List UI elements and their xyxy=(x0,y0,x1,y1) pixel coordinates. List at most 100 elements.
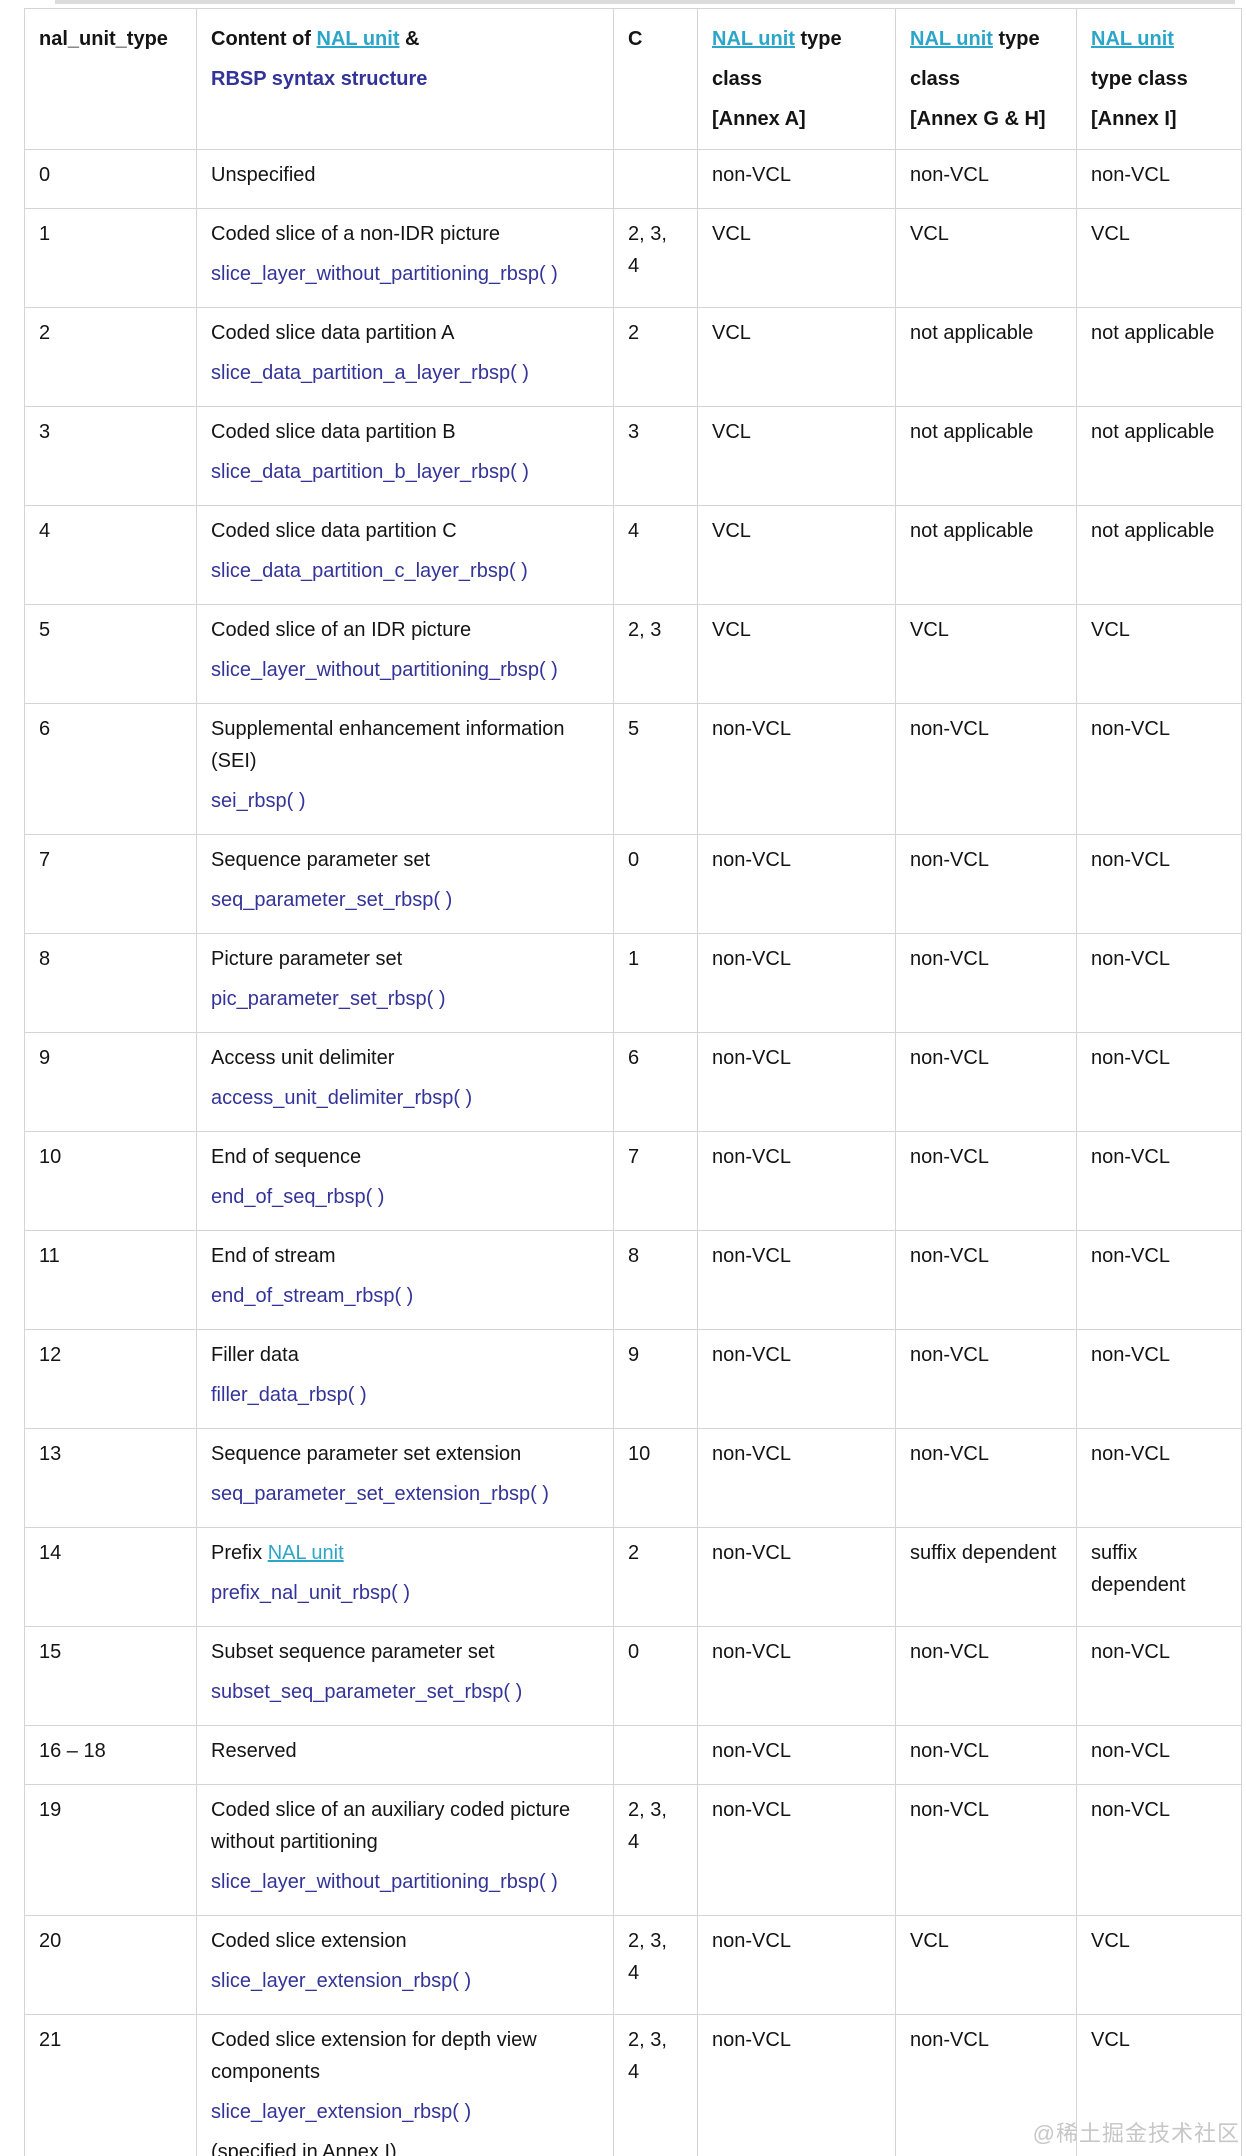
table-row: 13 Sequence parameter set extension seq_… xyxy=(24,1428,1242,1528)
nal-unit-type-value: 12 xyxy=(24,1329,197,1429)
c-value: 10 xyxy=(613,1428,698,1528)
annex-a-class: VCL xyxy=(697,208,896,308)
content-cell: Reserved xyxy=(196,1725,614,1785)
rbsp-syntax: seq_parameter_set_rbsp( ) xyxy=(211,889,453,911)
annex-i-class: non-VCL xyxy=(1076,1032,1242,1132)
header-annex-gh: NAL unit type class [Annex G & H] xyxy=(895,8,1077,150)
annex-i-class: non-VCL xyxy=(1076,834,1242,934)
header-content-post: & xyxy=(399,28,420,50)
content-cell: Coded slice extension slice_layer_extens… xyxy=(196,1915,614,2015)
annex-a-class: non-VCL xyxy=(697,703,896,835)
header-annex-a-line3: [Annex A] xyxy=(712,108,806,130)
nal-unit-type-value: 13 xyxy=(24,1428,197,1528)
annex-a-class: VCL xyxy=(697,505,896,605)
table-row: 21 Coded slice extension for depth view … xyxy=(24,2014,1242,2156)
rbsp-syntax: access_unit_delimiter_rbsp( ) xyxy=(211,1087,473,1109)
nal-unit-type-value: 11 xyxy=(24,1230,197,1330)
nal-unit-type-value: 20 xyxy=(24,1915,197,2015)
annex-i-class: non-VCL xyxy=(1076,703,1242,835)
nal-unit-type-value: 6 xyxy=(24,703,197,835)
content-title: Coded slice extension for depth view com… xyxy=(211,2029,537,2083)
content-cell: Coded slice data partition C slice_data_… xyxy=(196,505,614,605)
nal-unit-link[interactable]: NAL unit xyxy=(267,1542,344,1564)
nal-unit-type-value: 14 xyxy=(24,1527,197,1627)
annex-a-class: non-VCL xyxy=(697,2014,896,2156)
c-value: 2 xyxy=(613,307,698,407)
content-title: Coded slice of an IDR picture xyxy=(211,619,472,641)
c-value: 0 xyxy=(613,1626,698,1726)
nal-unit-link[interactable]: NAL unit xyxy=(1091,28,1174,50)
header-annex-a-line2: class xyxy=(712,68,763,90)
annex-i-class: not applicable xyxy=(1076,505,1242,605)
annex-gh-class: VCL xyxy=(895,208,1077,308)
table-row: 9 Access unit delimiter access_unit_deli… xyxy=(24,1032,1242,1132)
annex-gh-class: non-VCL xyxy=(895,149,1077,209)
table-row: 5 Coded slice of an IDR picture slice_la… xyxy=(24,604,1242,704)
header-content-pre: Content of xyxy=(211,28,317,50)
nal-unit-type-value: 8 xyxy=(24,933,197,1033)
annex-i-class: non-VCL xyxy=(1076,1329,1242,1429)
annex-i-class: non-VCL xyxy=(1076,933,1242,1033)
nal-unit-type-table: nal_unit_type Content of NAL unit & RBSP… xyxy=(24,8,1242,2156)
nal-unit-link[interactable]: NAL unit xyxy=(316,28,400,50)
annex-a-class: non-VCL xyxy=(697,1230,896,1330)
nal-unit-link[interactable]: NAL unit xyxy=(910,28,993,50)
annex-i-class: not applicable xyxy=(1076,307,1242,407)
table-row: 14 Prefix NAL unit prefix_nal_unit_rbsp(… xyxy=(24,1527,1242,1627)
content-title: Reserved xyxy=(211,1740,297,1762)
annex-gh-class: non-VCL xyxy=(895,1131,1077,1231)
content-cell: End of stream end_of_stream_rbsp( ) xyxy=(196,1230,614,1330)
cropped-content-strip xyxy=(55,0,1235,4)
header-annex-i: NAL unit type class [Annex I] xyxy=(1076,8,1242,150)
annex-a-class: non-VCL xyxy=(697,1527,896,1627)
annex-i-class: non-VCL xyxy=(1076,1230,1242,1330)
annex-a-class: non-VCL xyxy=(697,933,896,1033)
table-row: 19 Coded slice of an auxiliary coded pic… xyxy=(24,1784,1242,1916)
content-cell: Coded slice of an auxiliary coded pictur… xyxy=(196,1784,614,1916)
content-title: End of sequence xyxy=(211,1146,362,1168)
nal-unit-type-value: 16 – 18 xyxy=(24,1725,197,1785)
site-watermark: @稀土掘金技术社区 xyxy=(1032,2121,1240,2146)
header-c: C xyxy=(613,8,698,150)
rbsp-syntax: prefix_nal_unit_rbsp( ) xyxy=(211,1582,410,1604)
annex-gh-class: VCL xyxy=(895,604,1077,704)
c-value: 2, 3 xyxy=(613,604,698,704)
rbsp-syntax: filler_data_rbsp( ) xyxy=(211,1384,367,1406)
header-rbsp-syntax-structure: RBSP syntax structure xyxy=(211,68,428,90)
annex-a-class: non-VCL xyxy=(697,1626,896,1726)
rbsp-syntax: end_of_stream_rbsp( ) xyxy=(211,1285,414,1307)
annex-a-class: non-VCL xyxy=(697,1329,896,1429)
content-title: Sequence parameter set extension xyxy=(211,1443,522,1465)
annex-i-class: non-VCL xyxy=(1076,1784,1242,1916)
header-row: nal_unit_type Content of NAL unit & RBSP… xyxy=(24,8,1242,150)
rbsp-syntax: slice_data_partition_a_layer_rbsp( ) xyxy=(211,362,529,384)
content-title: Coded slice data partition A xyxy=(211,322,455,344)
c-value: 2, 3, 4 xyxy=(613,208,698,308)
nal-unit-type-value: 4 xyxy=(24,505,197,605)
annex-gh-class: non-VCL xyxy=(895,1329,1077,1429)
annex-gh-class: not applicable xyxy=(895,505,1077,605)
content-title: Supplemental enhancement information (SE… xyxy=(211,718,565,772)
nal-unit-link[interactable]: NAL unit xyxy=(712,28,795,50)
rbsp-syntax: pic_parameter_set_rbsp( ) xyxy=(211,988,446,1010)
table-row: 8 Picture parameter set pic_parameter_se… xyxy=(24,933,1242,1033)
c-value: 9 xyxy=(613,1329,698,1429)
annex-i-class: non-VCL xyxy=(1076,1725,1242,1785)
content-title: Coded slice of a non-IDR picture xyxy=(211,223,501,245)
content-cell: Sequence parameter set extension seq_par… xyxy=(196,1428,614,1528)
table-row: 7 Sequence parameter set seq_parameter_s… xyxy=(24,834,1242,934)
annex-i-class: VCL xyxy=(1076,208,1242,308)
annex-i-class: non-VCL xyxy=(1076,1626,1242,1726)
annex-i-class: non-VCL xyxy=(1076,1428,1242,1528)
header-annex-gh-line3: [Annex G & H] xyxy=(910,108,1046,130)
annex-i-class: VCL xyxy=(1076,604,1242,704)
header-nal-unit-type: nal_unit_type xyxy=(24,8,197,150)
rbsp-syntax: slice_layer_without_partitioning_rbsp( ) xyxy=(211,1871,558,1893)
table-row: 20 Coded slice extension slice_layer_ext… xyxy=(24,1915,1242,2015)
content-cell: Coded slice data partition A slice_data_… xyxy=(196,307,614,407)
annex-gh-class: VCL xyxy=(895,1915,1077,2015)
annex-a-class: VCL xyxy=(697,406,896,506)
annex-gh-class: non-VCL xyxy=(895,1032,1077,1132)
content-cell: End of sequence end_of_seq_rbsp( ) xyxy=(196,1131,614,1231)
